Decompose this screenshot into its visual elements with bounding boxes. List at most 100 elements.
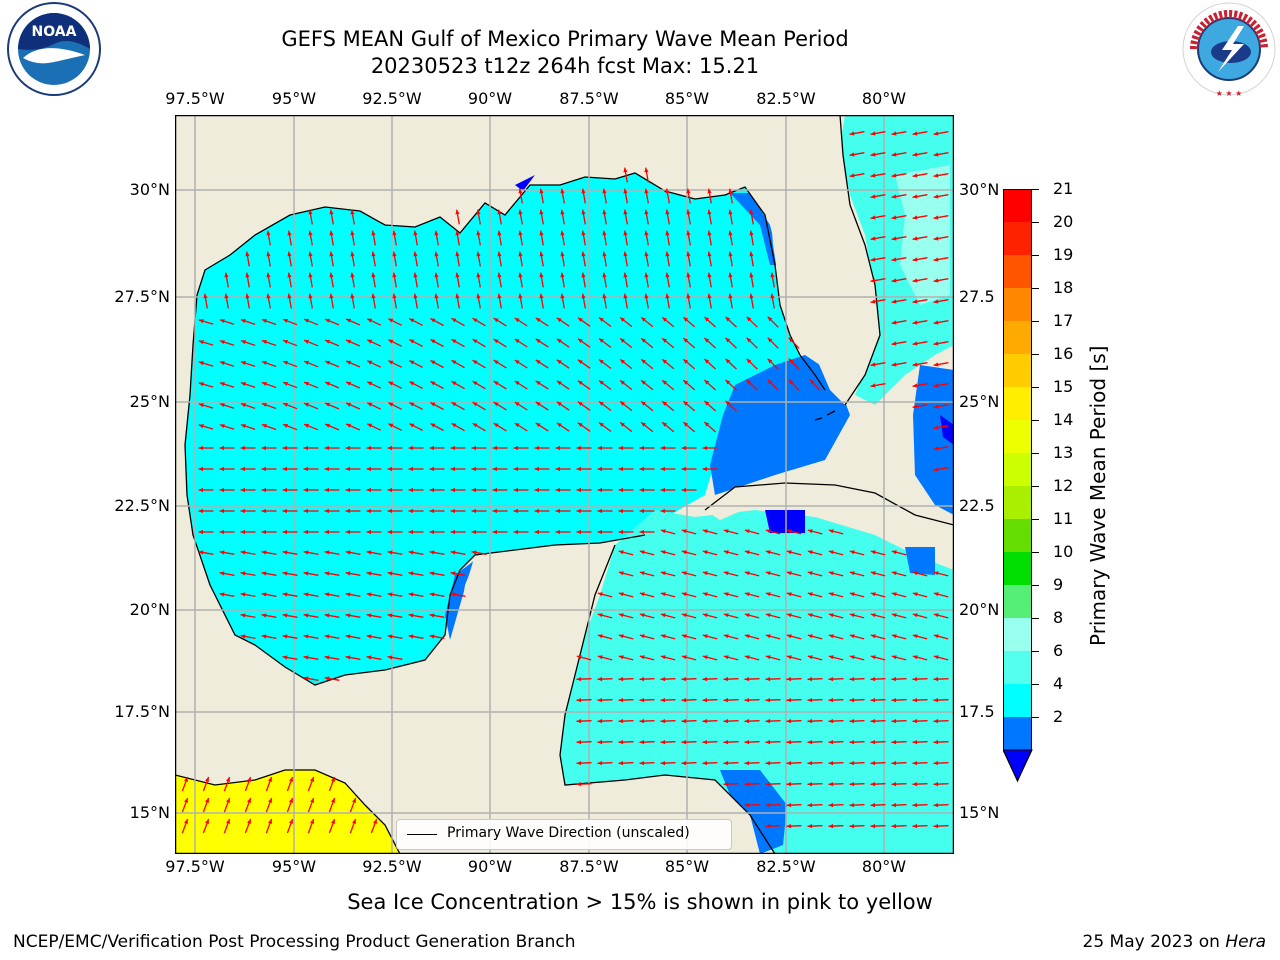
wave-arrow-head [304, 360, 309, 365]
wave-arrow-head [723, 655, 729, 660]
wave-arrow-head [683, 380, 689, 385]
wave-arrow-head [807, 571, 813, 576]
wave-arrow-head [891, 592, 897, 597]
wave-arrow-head [303, 550, 309, 555]
east-carib-dark [905, 547, 935, 575]
wave-arrow-head [870, 824, 876, 829]
wave-arrow-head [623, 167, 628, 173]
wave-arrow-head [535, 422, 541, 428]
wave-arrow-head [408, 550, 414, 555]
wave-arrow-head [240, 487, 245, 493]
footer-date-text: 25 May 2023 on [1082, 932, 1226, 952]
wave-arrow-head [597, 677, 603, 682]
wave-arrow-head [371, 293, 376, 299]
wave-arrow-head [662, 380, 668, 385]
wave-arrow-head [639, 550, 645, 555]
wave-arrow-head [891, 550, 897, 555]
wave-arrow-head [744, 677, 750, 682]
wave-arrow-head [849, 592, 855, 597]
wave-arrow-head [786, 761, 792, 766]
wave-arrow-head [408, 508, 413, 514]
wave-arrow-head [828, 655, 834, 660]
wave-arrow-head [387, 613, 393, 618]
wave-arrow-head [219, 361, 225, 366]
wave-arrow-head [245, 272, 250, 278]
wave-arrow-head [744, 571, 750, 576]
wave-arrow-head [430, 360, 436, 365]
wave-arrow-head [623, 272, 628, 278]
wave-arrow-head [870, 362, 876, 367]
wave-arrow-head [556, 422, 562, 428]
wave-arrow-head [581, 209, 586, 215]
colorbar-segment [1003, 189, 1032, 223]
cayman-deep [765, 510, 805, 533]
wave-arrow-head [728, 251, 733, 257]
wave-arrow-head [198, 382, 204, 387]
wave-arrow-head [933, 467, 939, 472]
wave-arrow-head [618, 655, 624, 660]
wave-arrow-head [303, 676, 309, 681]
wave-arrow-head [912, 299, 918, 304]
wave-arrow-head [409, 318, 415, 323]
colorbar-segment [1003, 420, 1032, 454]
wave-arrow-head [303, 529, 308, 535]
wave-arrow-head [283, 319, 288, 323]
wave-arrow-head [388, 423, 394, 428]
wave-arrow-head [933, 215, 939, 220]
wave-arrow-head [891, 341, 897, 346]
wave-arrow-head [205, 798, 209, 803]
wave-arrow-head [324, 466, 329, 472]
wave-arrow-head [471, 445, 476, 451]
wave-arrow-head [198, 361, 204, 366]
wave-arrow-head [308, 272, 313, 278]
lon-label-top: 82.5°W [756, 89, 816, 108]
wave-arrow-head [266, 272, 271, 278]
wave-arrow-head [303, 613, 309, 618]
wave-arrow-head [346, 423, 352, 428]
wave-arrow-head [261, 487, 266, 493]
wave-arrow-head [681, 634, 687, 639]
wave-arrow-head [665, 188, 670, 194]
wave-arrow-head [429, 529, 434, 535]
wave-arrow-head [933, 761, 939, 766]
wave-arrow-head [765, 803, 771, 808]
wave-arrow-head [409, 402, 415, 407]
wave-arrow-head [849, 782, 855, 787]
wave-arrow-head [686, 293, 691, 299]
wave-arrow-head [240, 550, 246, 555]
wave-arrow-head [660, 508, 665, 514]
wave-arrow-head [289, 777, 293, 782]
wave-arrow-head [560, 293, 565, 299]
wave-arrow-head [725, 358, 731, 364]
wave-arrow-head [912, 215, 918, 220]
wave-arrow-head [576, 487, 581, 493]
colorbar-tick-mark [1032, 453, 1039, 454]
lon-label-bottom: 80°W [861, 857, 907, 876]
wave-arrow-head [247, 798, 251, 803]
wave-arrow-head [870, 278, 876, 283]
colorbar-tick-label: 8 [1053, 608, 1064, 627]
wave-arrow-head [346, 318, 352, 323]
wave-arrow-head [430, 402, 436, 407]
wave-arrow-head [350, 209, 355, 215]
wave-arrow-head [744, 613, 750, 618]
wave-arrow-head [828, 698, 834, 703]
wave-arrow-head [665, 272, 670, 278]
wave-arrow-head [828, 613, 834, 618]
wave-arrow-head [849, 131, 855, 136]
wave-arrow-head [870, 299, 876, 304]
wave-arrow-head [870, 592, 876, 597]
wave-arrow-head [933, 824, 939, 829]
lat-label-right: 27.5 [959, 287, 995, 306]
wave-arrow-head [514, 360, 520, 365]
wave-arrow-head [891, 571, 897, 576]
lat-label-right: 30°N [959, 180, 1000, 199]
wave-arrow-head [492, 529, 497, 535]
wave-arrow-head [870, 761, 876, 766]
wave-arrow-head [807, 782, 813, 787]
wave-arrow-head [283, 403, 288, 407]
wave-arrow-head [577, 359, 583, 364]
wave-arrow-head [576, 677, 582, 682]
wave-arrow-head [807, 719, 813, 724]
legend-label: Primary Wave Direction (unscaled) [447, 825, 690, 841]
